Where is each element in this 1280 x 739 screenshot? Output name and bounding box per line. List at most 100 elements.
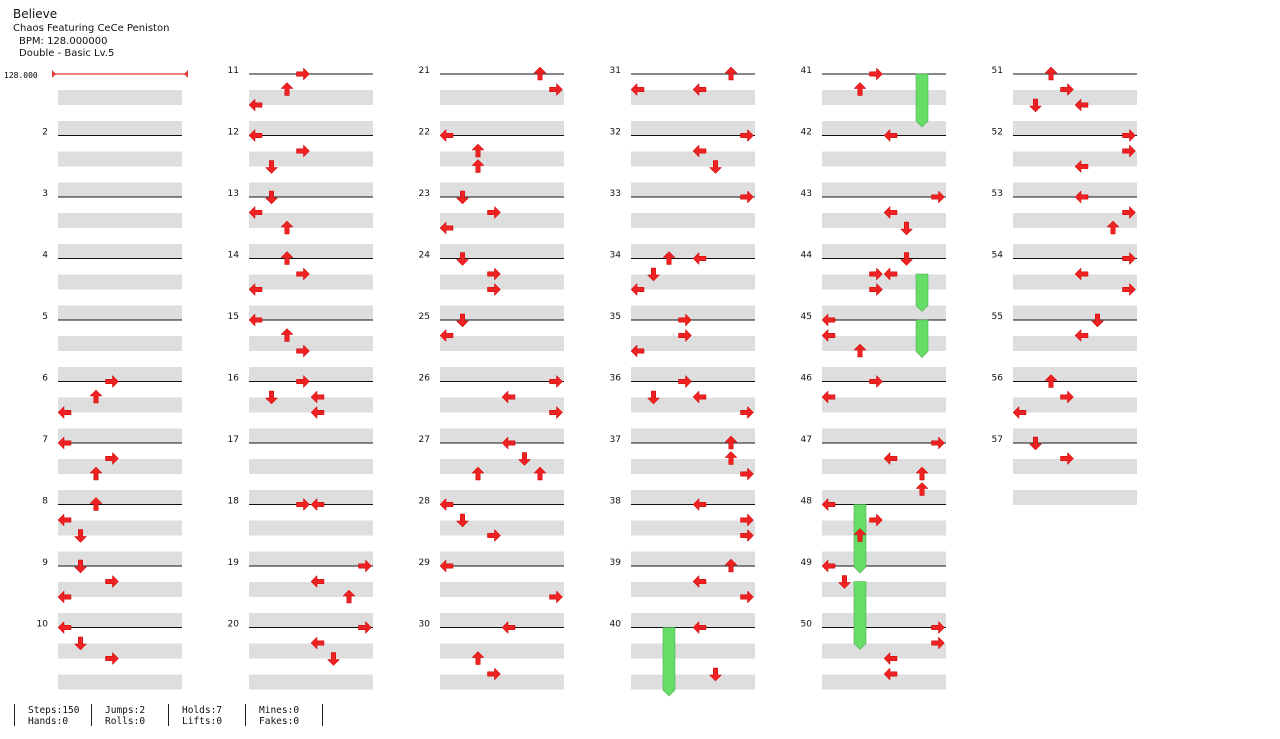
beat-stripe: [822, 613, 946, 628]
step-arrow-l: [692, 497, 707, 512]
beat-stripe: [822, 674, 946, 690]
song-title: Believe: [13, 7, 58, 21]
beat-stripe: [822, 643, 946, 659]
step-arrow-l: [248, 205, 263, 220]
step-arrow-r: [740, 590, 754, 604]
measure-number: 4: [42, 251, 48, 261]
bpm-end-marker: [184, 70, 188, 78]
step-arrow-r: [296, 497, 310, 512]
measure-number: 2: [42, 128, 48, 138]
beat-stripe: [58, 213, 182, 228]
beat-stripe: [249, 582, 373, 597]
measure-number: 53: [992, 189, 1003, 199]
beat-stripe: [1013, 121, 1137, 136]
step-arrow-l: [630, 82, 645, 97]
beat-stripe: [58, 397, 182, 413]
step-arrow-d: [1028, 436, 1043, 451]
measure-number: 3: [42, 189, 48, 199]
step-arrow-u: [724, 451, 738, 465]
beat-stripe: [249, 674, 373, 690]
step-arrow-u: [280, 251, 294, 265]
beat-stripe: [58, 244, 182, 259]
step-arrow-l: [1074, 328, 1089, 343]
measure-number: 13: [228, 189, 239, 199]
step-arrow-r: [1122, 205, 1136, 220]
measure-number: 22: [419, 128, 430, 138]
step-arrow-r: [1122, 128, 1136, 143]
step-arrow-r: [678, 328, 692, 343]
beat-stripe: [440, 613, 564, 628]
measure-number: 9: [42, 558, 48, 568]
measure-number: 25: [419, 312, 430, 322]
step-arrow-r: [740, 190, 754, 204]
step-arrow-d: [899, 252, 914, 266]
step-arrow-r: [296, 267, 310, 281]
beat-stripe: [440, 336, 564, 351]
measure-number: 56: [992, 374, 1004, 384]
step-arrow-l: [821, 390, 836, 404]
stats-column: Jumps:2 Rolls:0: [91, 704, 168, 727]
beat-stripe: [440, 520, 564, 536]
step-arrow-r: [740, 467, 754, 481]
beat-stripe: [822, 367, 946, 382]
beat-stripe: [1013, 90, 1137, 105]
measure-number: 50: [801, 620, 813, 630]
measure-number: 35: [610, 312, 621, 322]
beat-stripe: [58, 305, 182, 321]
measure-number: 28: [419, 497, 431, 507]
beat-stripe: [631, 367, 755, 382]
beat-stripe: [822, 213, 946, 228]
step-arrow-u: [471, 143, 485, 158]
beat-stripe: [822, 490, 946, 505]
beat-stripe: [58, 428, 182, 444]
beat-stripe: [440, 674, 564, 690]
beat-stripe: [58, 367, 182, 382]
step-arrow-l: [692, 82, 707, 97]
measure-number: 24: [419, 251, 431, 261]
beat-stripe: [631, 121, 755, 136]
beat-stripe: [249, 151, 373, 167]
beat-stripe: [249, 490, 373, 505]
step-arrow-r: [869, 282, 883, 297]
step-arrow-u: [533, 66, 547, 81]
step-arrow-d: [326, 652, 341, 666]
step-arrow-d: [646, 267, 661, 282]
measure-number: 41: [801, 66, 812, 76]
step-arrow-r: [105, 451, 119, 466]
beat-stripe: [631, 428, 755, 444]
step-arrow-u: [471, 466, 485, 481]
beat-stripe: [631, 90, 755, 105]
beat-stripe: [249, 551, 373, 567]
step-arrow-u: [1106, 220, 1120, 235]
stats-column: Mines:0 Fakes:0: [245, 704, 323, 727]
beat-stripe: [822, 151, 946, 167]
step-arrow-d: [455, 513, 470, 528]
beat-stripe: [1013, 428, 1137, 444]
step-arrow-r: [1060, 390, 1074, 404]
measure-number: 32: [610, 128, 621, 138]
beat-stripe: [822, 182, 946, 198]
stat-value: Lifts:0: [182, 716, 223, 727]
stats-bar: Steps:150 Hands:0 Jumps:2 Rolls:0 Holds:7 Lif…: [14, 704, 323, 727]
beat-stripe: [822, 397, 946, 413]
step-arrow-r: [549, 82, 563, 97]
step-arrow-l: [1074, 267, 1089, 281]
measure-number: 23: [419, 189, 430, 199]
beat-stripe: [440, 121, 564, 136]
beat-stripe: [1013, 244, 1137, 259]
beat-stripe: [249, 643, 373, 659]
step-arrow-l: [883, 267, 898, 281]
beat-stripe: [631, 520, 755, 536]
beat-stripe: [631, 244, 755, 259]
step-arrow-u: [471, 159, 485, 173]
beat-stripe: [58, 674, 182, 690]
beat-stripe: [249, 305, 373, 321]
measure-number: 17: [228, 435, 239, 445]
measure-number: 52: [992, 128, 1003, 138]
beat-stripe: [822, 305, 946, 321]
step-arrow-d: [646, 390, 661, 405]
beat-stripe: [631, 490, 755, 505]
step-arrow-r: [487, 282, 501, 297]
measure-number: 51: [992, 66, 1003, 76]
step-arrow-u: [280, 328, 294, 342]
